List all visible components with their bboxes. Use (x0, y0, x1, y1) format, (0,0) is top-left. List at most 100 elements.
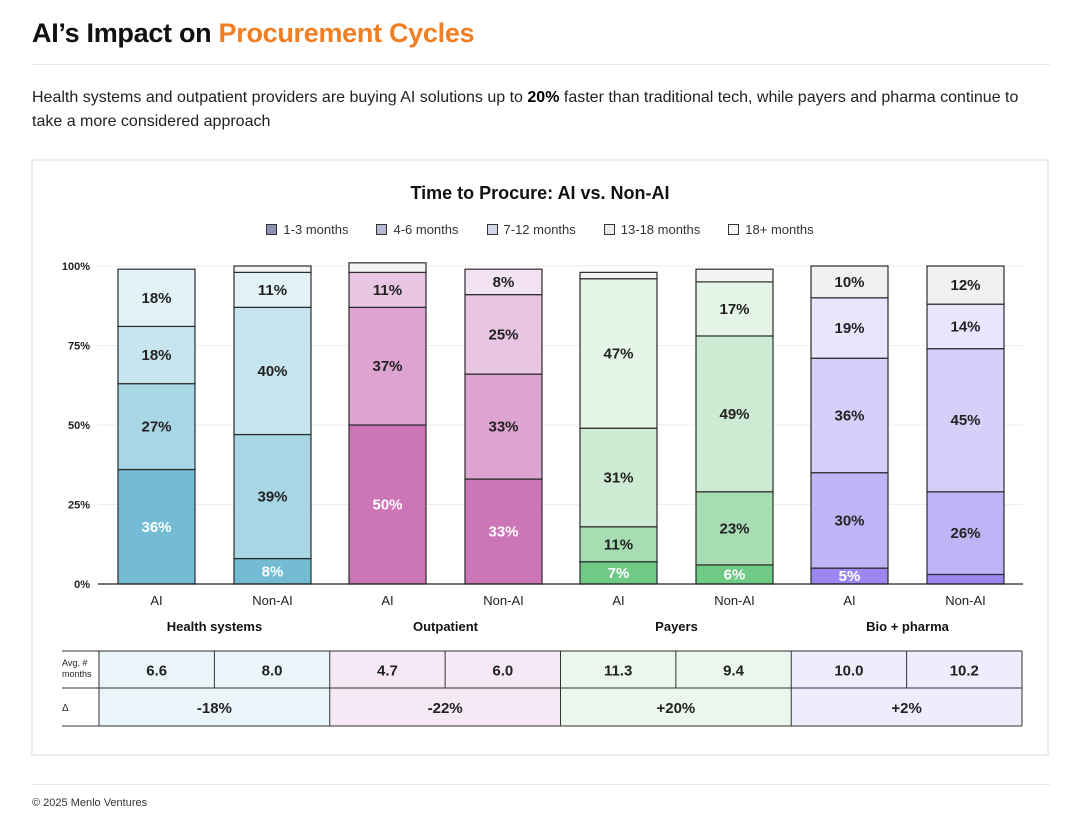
bar-segment (810, 472, 889, 569)
data-label: 18% (141, 347, 171, 364)
legend-label: 18+ months (745, 222, 814, 237)
legend-item: 13-18 months (603, 222, 701, 237)
table-delta-value: -18% (197, 700, 232, 717)
bar-segment (579, 427, 658, 528)
chart-legend: 1-3 months 4-6 months 7-12 months 13-18 mon… (0, 222, 1080, 237)
y-tick-label: 100% (62, 261, 90, 273)
legend-swatch-icon (728, 224, 740, 235)
bar-segment (579, 526, 658, 563)
legend-item: 7-12 months (486, 222, 576, 237)
bar-segment (695, 335, 774, 493)
data-label: 39% (257, 489, 287, 506)
data-label: 33% (488, 419, 518, 436)
y-tick-label: 50% (68, 420, 90, 432)
bar-segment (810, 357, 889, 474)
data-label: 49% (719, 406, 749, 423)
page-subtitle: Health systems and outpatient providers … (32, 86, 1032, 134)
data-label: 31% (603, 469, 633, 486)
data-label: 50% (372, 497, 402, 514)
y-tick-label: 75% (68, 341, 90, 353)
data-label: 23% (719, 520, 749, 537)
group-label: Payers (655, 619, 698, 634)
data-label: 5% (839, 568, 861, 585)
data-label: 36% (834, 407, 864, 424)
subtitle-highlight: 20% (527, 89, 560, 106)
legend-item: 1-3 months (266, 222, 348, 237)
data-label: 19% (834, 320, 864, 337)
x-tick-label: AI (612, 593, 624, 608)
bar-segment (464, 268, 543, 296)
legend-label: 4-6 months (393, 222, 459, 237)
title-accent: Procurement Cycles (218, 18, 475, 48)
bar-segment (233, 271, 312, 308)
bar-segment (233, 433, 312, 560)
title-prefix: AI’s Impact on (32, 18, 219, 48)
data-label: 27% (141, 419, 171, 436)
data-label: 10% (834, 274, 864, 291)
data-label: 25% (488, 326, 518, 343)
bar-segment (810, 297, 889, 359)
data-label: 37% (372, 358, 402, 375)
subtitle-text-2: faster than traditional tech, while paye… (32, 89, 1019, 130)
legend-item: 4-6 months (376, 222, 459, 237)
bar-segment (695, 281, 774, 337)
bar-segment (810, 265, 889, 299)
bar-segment (926, 573, 1005, 585)
legend-swatch-icon (266, 224, 278, 235)
data-label: 40% (257, 363, 287, 380)
table-delta-value: -22% (428, 700, 463, 717)
legend-item: 18+ months (728, 222, 814, 237)
footer-copyright: © 2025 Menlo Ventures (32, 797, 148, 809)
legend-swatch-icon (376, 224, 388, 235)
data-label: 45% (950, 412, 980, 429)
header-divider (32, 64, 1050, 65)
bar-segment (579, 271, 658, 280)
group-label: Bio + pharma (866, 619, 949, 634)
legend-label: 1-3 months (283, 222, 349, 237)
legend-swatch-icon (486, 224, 498, 235)
bar-segment (348, 271, 427, 308)
bar-segment (464, 373, 543, 480)
x-tick-label: AI (150, 593, 162, 608)
data-label: 26% (950, 525, 980, 542)
bar-segment (464, 294, 543, 375)
legend-label: 7-12 months (503, 222, 576, 237)
bar-segment (117, 383, 196, 471)
data-label: 11% (258, 282, 287, 299)
table-row-label: Avg. # (62, 658, 87, 668)
x-tick-label: Non-AI (483, 593, 523, 608)
x-tick-label: AI (381, 593, 393, 608)
data-label: 18% (141, 290, 171, 307)
table-row-label: Δ (62, 703, 69, 714)
bar-segment (579, 278, 658, 429)
table-avg-value: 4.7 (377, 663, 398, 680)
footer-divider (32, 784, 1050, 785)
bar-segment (926, 265, 1005, 305)
bar-segment (926, 348, 1005, 493)
bar-segment (233, 557, 312, 585)
bar-segment (464, 478, 543, 585)
table-avg-value: 10.2 (950, 663, 979, 680)
x-tick-label: Non-AI (252, 593, 292, 608)
data-label: 30% (834, 512, 864, 529)
y-tick-label: 0% (74, 579, 90, 591)
data-label: 14% (950, 318, 980, 335)
data-label: 11% (604, 536, 633, 553)
bar-segment (695, 491, 774, 566)
table-avg-value: 8.0 (262, 663, 283, 680)
table-delta-value: +2% (891, 700, 921, 717)
bar-segment (233, 265, 312, 273)
legend-label: 13-18 months (620, 222, 701, 237)
bar-segment (926, 303, 1005, 350)
x-tick-label: AI (843, 593, 855, 608)
data-label: 17% (719, 301, 749, 318)
group-label: Outpatient (413, 619, 479, 634)
table-avg-value: 9.4 (723, 663, 745, 680)
y-tick-label: 25% (68, 500, 90, 512)
bar-segment (348, 262, 427, 273)
data-label: 7% (608, 565, 630, 582)
legend-swatch-icon (603, 224, 615, 235)
data-label: 8% (493, 274, 515, 291)
table-avg-value: 10.0 (834, 663, 863, 680)
